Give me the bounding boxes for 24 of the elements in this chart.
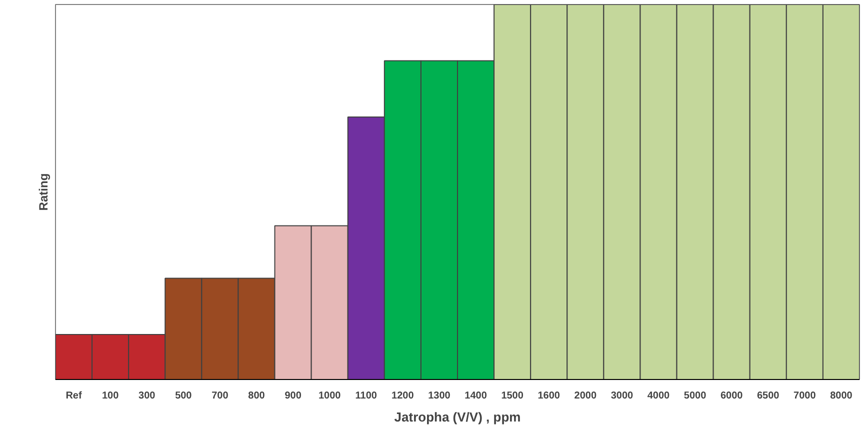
x-tick-label: 3000 bbox=[610, 390, 634, 402]
x-tick-label: 100 bbox=[102, 390, 120, 402]
x-tick-label: 700 bbox=[212, 390, 229, 402]
x-tick-label: 4000 bbox=[647, 390, 670, 402]
x-tick-label: 8000 bbox=[830, 390, 853, 402]
x-tick-label: 6000 bbox=[720, 390, 744, 402]
x-tick-label: 1600 bbox=[538, 390, 560, 402]
x-tick-label: 800 bbox=[248, 390, 266, 402]
x-tick-label: 2000 bbox=[574, 390, 597, 402]
y-axis-title: Rating bbox=[36, 173, 50, 211]
x-tick-label: 1400 bbox=[464, 390, 488, 402]
x-tick-label: 5000 bbox=[684, 390, 707, 402]
x-tick-label: 1500 bbox=[501, 390, 524, 402]
x-tick-label: 900 bbox=[284, 390, 302, 402]
x-axis-title: Jatropha (V/V) , ppm bbox=[394, 410, 521, 424]
x-tick-label: 6500 bbox=[757, 390, 780, 402]
x-tick-label: 1300 bbox=[428, 390, 451, 402]
x-tick-label: 500 bbox=[175, 390, 192, 402]
x-tick-label: 7000 bbox=[794, 390, 816, 402]
x-tick-label: Ref bbox=[66, 390, 82, 402]
x-tick-label: 1200 bbox=[392, 390, 414, 402]
x-tick-label: 300 bbox=[138, 390, 156, 402]
x-tick-label: 1100 bbox=[355, 390, 378, 402]
x-tick-label: 1000 bbox=[318, 390, 342, 402]
